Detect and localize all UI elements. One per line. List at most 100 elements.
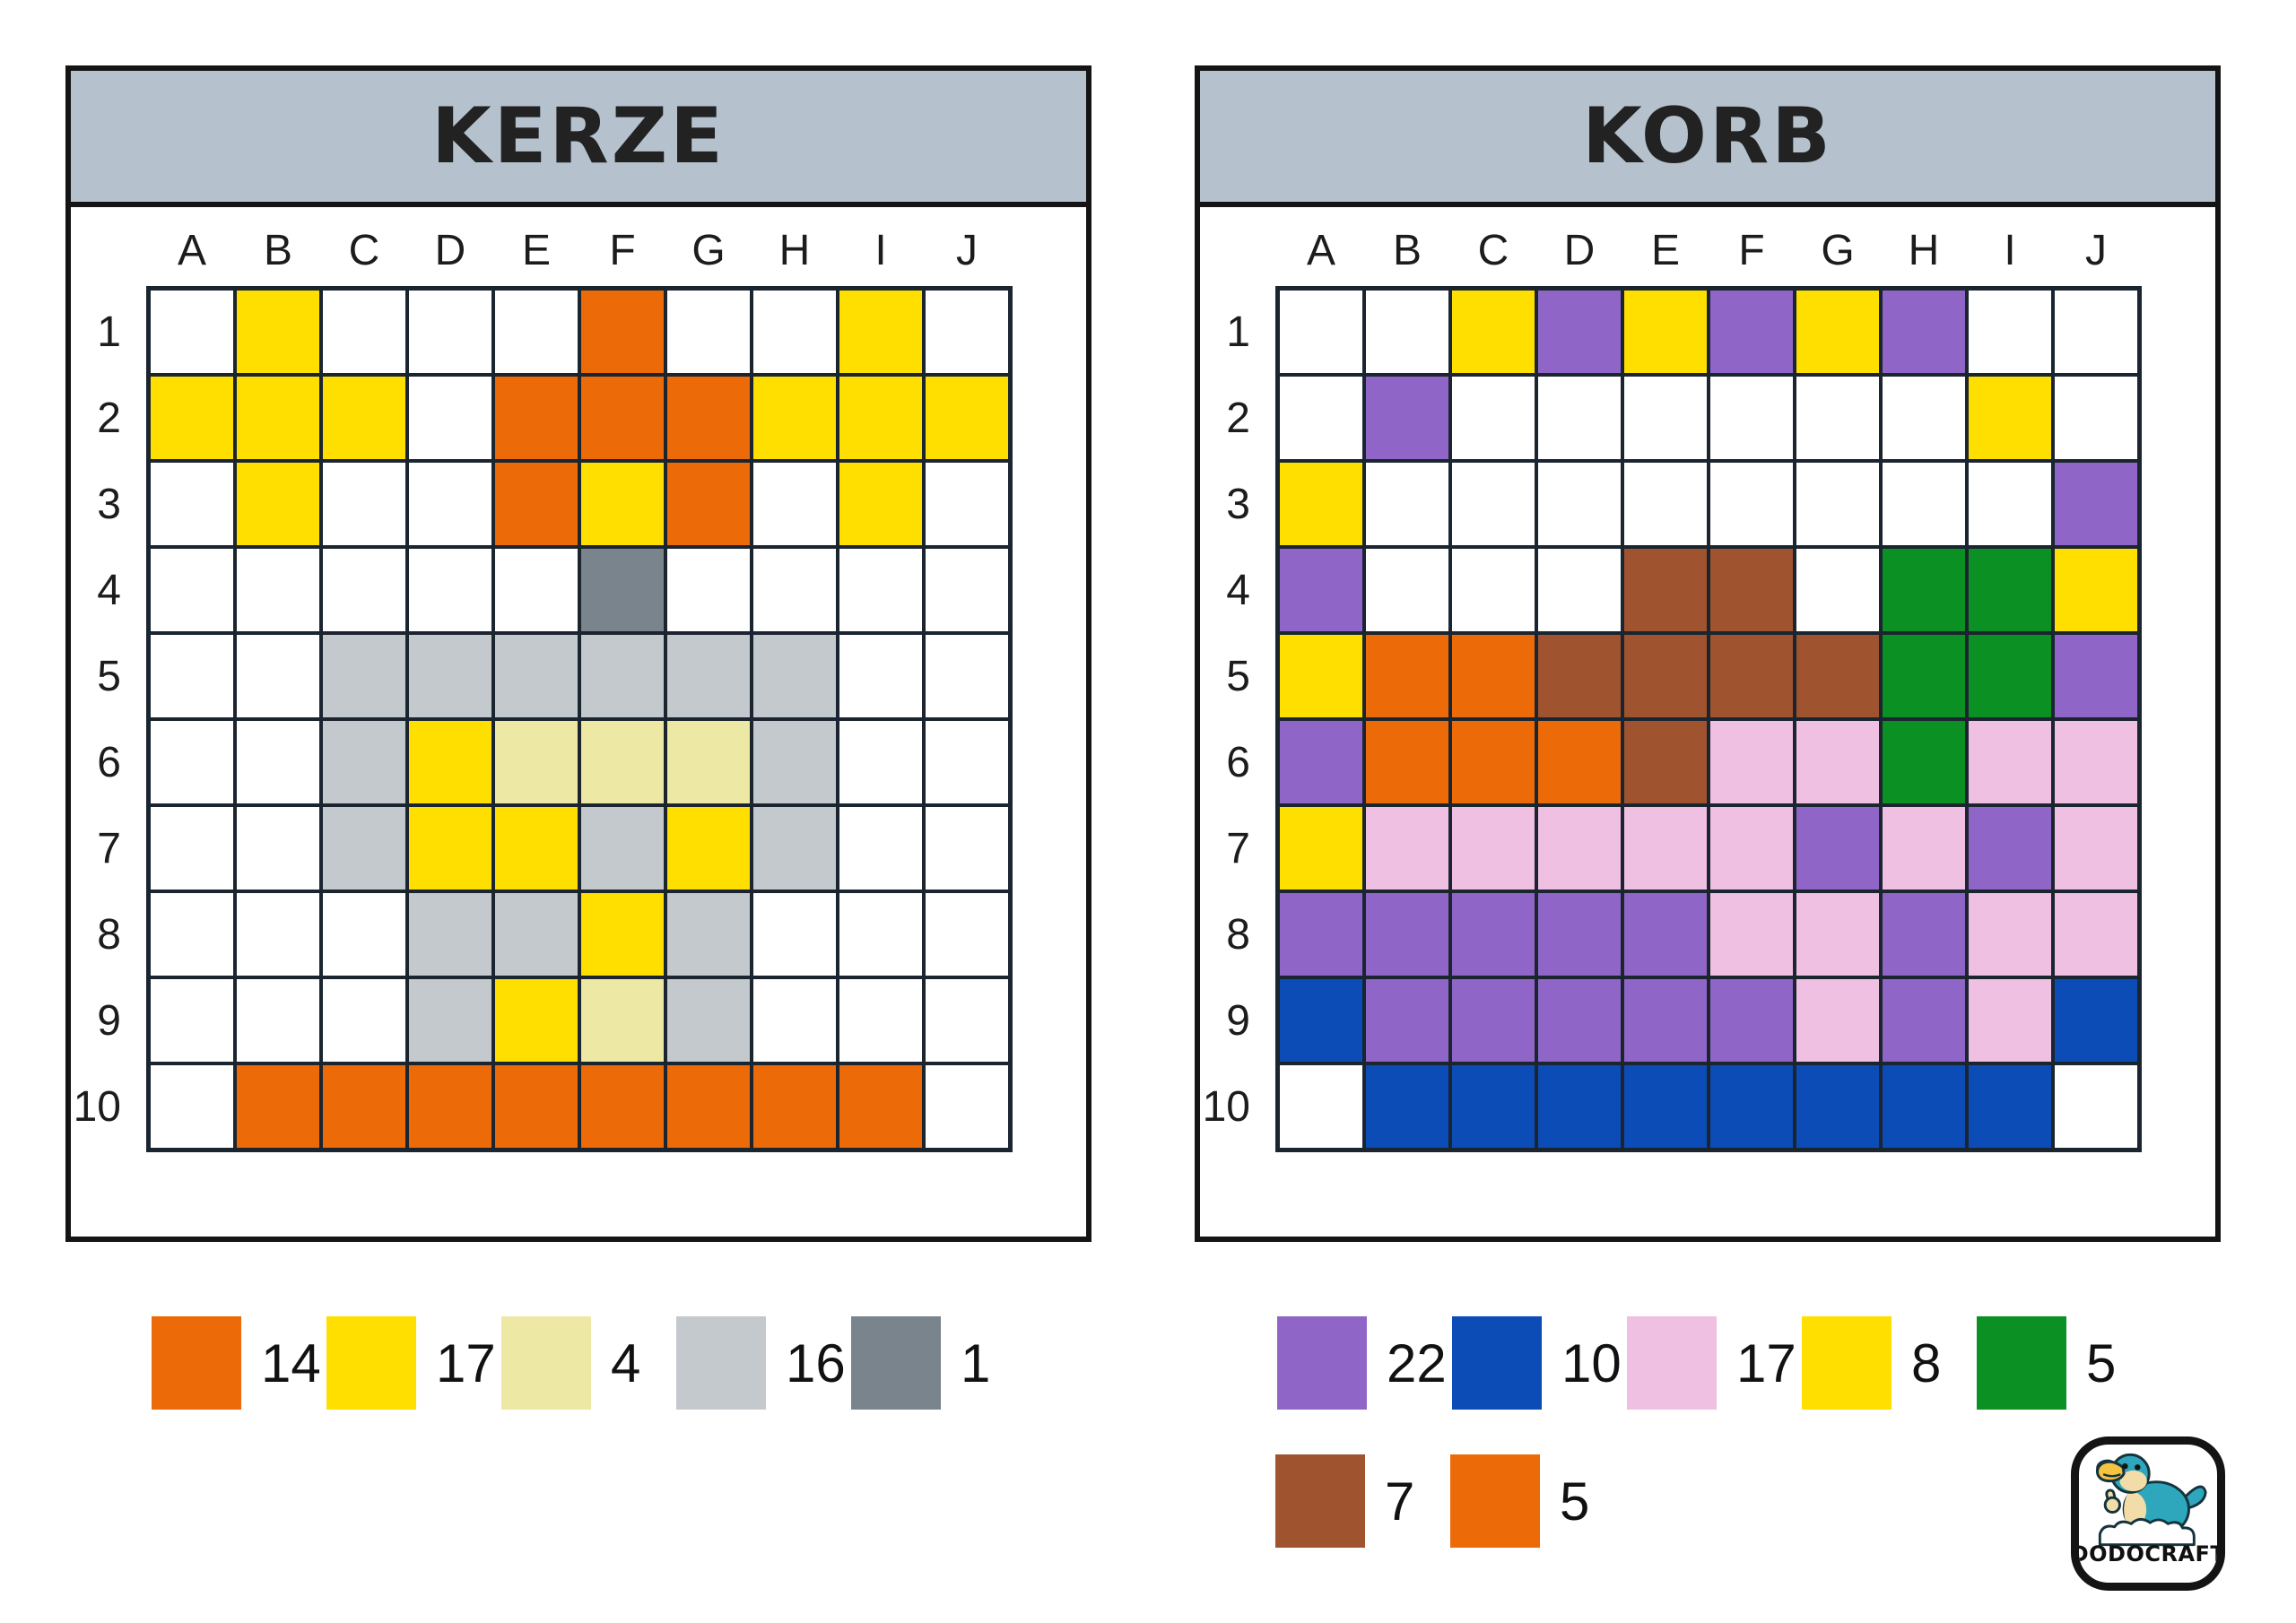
row-label-6: 6	[97, 738, 121, 786]
panel-korb-title: KORB	[1582, 91, 1833, 181]
legend-swatch-green	[1977, 1316, 2066, 1410]
cell-I10-orange	[838, 1063, 924, 1150]
cell-B2-yellow	[235, 375, 321, 461]
cell-H2-yellow	[752, 375, 838, 461]
cell-B4-white	[1364, 547, 1450, 633]
column-label-F: F	[609, 227, 636, 274]
cell-H4-green	[1881, 547, 1967, 633]
cell-H5-green	[1881, 633, 1967, 719]
cell-A6-white	[149, 719, 235, 805]
cell-E3-white	[1622, 461, 1709, 547]
row-label-8: 8	[97, 910, 121, 959]
cell-F1-purple	[1709, 289, 1795, 375]
legend-count-yellow: 8	[1911, 1332, 1942, 1393]
cell-F8-pink	[1709, 891, 1795, 977]
column-label-B: B	[263, 227, 292, 274]
cell-E8-purple	[1622, 891, 1709, 977]
cell-A5-yellow	[1278, 633, 1364, 719]
cell-F5-light-gray	[579, 633, 665, 719]
cell-G9-pink	[1795, 977, 1881, 1063]
cell-E5-light-gray	[493, 633, 579, 719]
column-label-G: G	[691, 227, 726, 274]
cell-G6-pale-yellow	[665, 719, 752, 805]
cell-G8-pink	[1795, 891, 1881, 977]
cell-A5-white	[149, 633, 235, 719]
dodocraft-logo-text: DODOCRAFT	[2071, 1541, 2225, 1567]
cell-I4-green	[1967, 547, 2053, 633]
cell-B1-white	[1364, 289, 1450, 375]
cell-D6-orange	[1536, 719, 1622, 805]
column-label-H: H	[778, 227, 811, 274]
cell-B8-purple	[1364, 891, 1450, 977]
legend-count-blue: 10	[1561, 1332, 1622, 1393]
legend-count-green: 5	[2086, 1332, 2117, 1393]
column-label-J: J	[956, 227, 978, 274]
cell-C5-orange	[1450, 633, 1536, 719]
cell-J4-white	[924, 547, 1010, 633]
cell-H9-purple	[1881, 977, 1967, 1063]
cell-J9-blue	[2053, 977, 2139, 1063]
legend-item-yellow: 17	[326, 1316, 501, 1410]
cell-F3-yellow	[579, 461, 665, 547]
column-labels: A B C D E F G H I J	[1275, 207, 2142, 286]
cell-D1-purple	[1536, 289, 1622, 375]
cell-I2-yellow	[838, 375, 924, 461]
cell-E6-pale-yellow	[493, 719, 579, 805]
row-label-7: 7	[97, 824, 121, 872]
cell-G6-pink	[1795, 719, 1881, 805]
cell-J5-purple	[2053, 633, 2139, 719]
cell-J7-white	[924, 805, 1010, 891]
row-labels: 1 2 3 4 5 6 7 8 9 10	[1200, 286, 1275, 1152]
cell-F7-pink	[1709, 805, 1795, 891]
cell-J2-yellow	[924, 375, 1010, 461]
legend-swatch-yellow	[1802, 1316, 1892, 1410]
cell-B10-blue	[1364, 1063, 1450, 1150]
cell-E5-brown	[1622, 633, 1709, 719]
cell-B6-orange	[1364, 719, 1450, 805]
cell-C8-white	[321, 891, 407, 977]
column-label-E: E	[1650, 227, 1680, 274]
cell-C10-orange	[321, 1063, 407, 1150]
cell-D5-light-gray	[407, 633, 493, 719]
panel-kerze-header: KERZE	[71, 71, 1086, 207]
legend-item-orange: 14	[152, 1316, 326, 1410]
cell-D6-yellow	[407, 719, 493, 805]
cell-I7-white	[838, 805, 924, 891]
cell-E9-purple	[1622, 977, 1709, 1063]
legend-item-green: 5	[1977, 1316, 2152, 1410]
cell-G2-orange	[665, 375, 752, 461]
cell-J9-white	[924, 977, 1010, 1063]
cell-G3-white	[1795, 461, 1881, 547]
cell-H7-pink	[1881, 805, 1967, 891]
row-label-9: 9	[1226, 996, 1250, 1045]
legend-count-yellow: 17	[436, 1332, 496, 1393]
column-label-D: D	[434, 227, 466, 274]
cell-H4-white	[752, 547, 838, 633]
row-label-3: 3	[97, 480, 121, 528]
dodo-bird-icon	[2096, 1453, 2207, 1547]
legend-swatch-purple	[1277, 1316, 1367, 1410]
cell-E1-yellow	[1622, 289, 1709, 375]
column-labels: A B C D E F G H I J	[146, 207, 1013, 286]
cell-D4-white	[407, 547, 493, 633]
cell-H9-white	[752, 977, 838, 1063]
column-label-C: C	[1477, 227, 1509, 274]
cell-A10-white	[1278, 1063, 1364, 1150]
cell-I5-white	[838, 633, 924, 719]
cell-A2-white	[1278, 375, 1364, 461]
cell-G2-white	[1795, 375, 1881, 461]
legend-item-light-gray: 16	[676, 1316, 851, 1410]
cell-J2-white	[2053, 375, 2139, 461]
legend-item-yellow: 8	[1802, 1316, 1977, 1410]
cell-J8-white	[924, 891, 1010, 977]
cell-D9-light-gray	[407, 977, 493, 1063]
cell-D5-brown	[1536, 633, 1622, 719]
cell-A7-yellow	[1278, 805, 1364, 891]
column-label-G: G	[1821, 227, 1855, 274]
cell-C3-white	[1450, 461, 1536, 547]
cell-C6-orange	[1450, 719, 1536, 805]
cell-I4-white	[838, 547, 924, 633]
row-label-10: 10	[1202, 1082, 1250, 1131]
